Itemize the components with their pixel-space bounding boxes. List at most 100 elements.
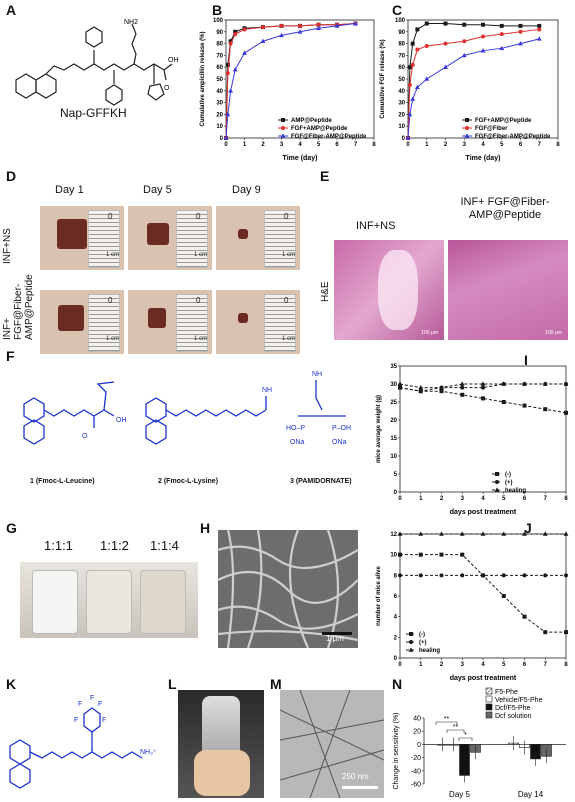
significance-mark: ** bbox=[453, 724, 459, 731]
wound bbox=[56, 219, 87, 249]
fmoc-structures: O OH NH NH HO–P P–OH ONa ONa bbox=[23, 371, 351, 446]
data-point bbox=[518, 29, 523, 34]
vial-1 bbox=[32, 570, 78, 634]
legend-label: AMP@Peptide bbox=[291, 118, 333, 124]
legend: AMP@Peptide FGF+AMP@Peptide FGF@Fiber-AMP@… bbox=[278, 118, 367, 140]
data-point bbox=[480, 48, 486, 53]
ratio-1: 1:1:1 bbox=[44, 538, 73, 553]
category-label: Day 14 bbox=[518, 790, 544, 799]
data-point bbox=[418, 389, 423, 394]
vial-3 bbox=[140, 570, 186, 634]
nap-gffkh-structure: NH2 OH O bbox=[15, 19, 179, 106]
significance-mark: * bbox=[464, 732, 467, 739]
x-tick-label: 3 bbox=[461, 496, 465, 502]
y-tick-label: 30 bbox=[216, 101, 223, 107]
legend-label: FGF+AMP@Peptide bbox=[291, 126, 348, 132]
x-tick-label: 5 bbox=[317, 142, 321, 148]
panel-label-i: I bbox=[524, 352, 528, 368]
x-tick-label: 1 bbox=[425, 142, 429, 148]
x-tick-label: 7 bbox=[544, 662, 548, 668]
he-scale-1: 100 μm bbox=[421, 330, 438, 336]
sem-image-h: 1 μm bbox=[218, 530, 358, 648]
ruler bbox=[176, 294, 208, 352]
legend-label: (+) bbox=[505, 480, 513, 486]
data-point bbox=[439, 531, 444, 536]
y-tick-label: 90 bbox=[216, 30, 223, 36]
ruler-unit-label: 1 cm bbox=[282, 336, 296, 342]
sem-h-scale: 1 μm bbox=[326, 634, 344, 643]
y-axis-label: Cumulative FGF release (%) bbox=[380, 39, 386, 118]
svg-text:ONa: ONa bbox=[290, 439, 305, 446]
significance-mark: ** bbox=[444, 716, 450, 723]
data-point bbox=[415, 27, 420, 32]
data-point bbox=[481, 34, 485, 39]
legend-marker bbox=[280, 133, 286, 138]
data-point bbox=[564, 573, 568, 578]
legend-swatch bbox=[485, 695, 493, 703]
wound-photo: 0 1 cm bbox=[216, 206, 300, 270]
y-axis-label: number of mice alive bbox=[376, 565, 382, 625]
ruler-unit-label: 1 cm bbox=[194, 336, 208, 342]
svg-text:HO–P: HO–P bbox=[286, 425, 305, 432]
data-point bbox=[418, 385, 424, 390]
y-tick-label: 0 bbox=[220, 136, 224, 142]
y-tick-label: 4 bbox=[394, 615, 398, 621]
ruler-unit-label: 1 cm bbox=[194, 252, 208, 258]
data-point bbox=[537, 23, 542, 28]
legend-swatch bbox=[485, 703, 493, 711]
panel-label-d: D bbox=[6, 168, 17, 184]
y-tick-label: -20 bbox=[411, 755, 421, 762]
x-tick-label: 4 bbox=[298, 142, 302, 148]
he-image-ns: 100 μm bbox=[334, 240, 444, 340]
row-label-inf-fgf: INF+ FGF@Fiber- AMP@Peptide bbox=[2, 274, 35, 340]
data-point bbox=[501, 400, 506, 404]
svg-text:F: F bbox=[78, 701, 82, 708]
data-point bbox=[460, 385, 465, 390]
x-tick-label: 6 bbox=[523, 662, 527, 668]
wound-photo: 0 1 cm bbox=[40, 290, 124, 354]
panel-label-m: M bbox=[270, 676, 282, 692]
y-tick-label: 6 bbox=[394, 594, 398, 600]
ruler-zero-label: 0 bbox=[108, 212, 113, 221]
day-5-label: Day 5 bbox=[143, 184, 172, 196]
data-point bbox=[418, 573, 423, 578]
data-point bbox=[543, 630, 548, 635]
data-point bbox=[518, 41, 523, 46]
data-point bbox=[225, 62, 230, 67]
data-point bbox=[564, 630, 568, 635]
tem-image-m: 250 nm bbox=[280, 690, 384, 798]
y-tick-label: 12 bbox=[390, 532, 397, 538]
data-point bbox=[279, 23, 284, 28]
x-tick-label: 6 bbox=[523, 496, 527, 502]
y-tick-label: 2 bbox=[394, 635, 398, 641]
svg-text:NH₃⁺: NH₃⁺ bbox=[140, 749, 157, 756]
y-tick-label: -60 bbox=[411, 782, 421, 789]
data-point bbox=[543, 407, 548, 412]
series-line bbox=[400, 554, 566, 633]
legend: FGF+AMP@Peptide FGF@Fiber FGF@Fiber-AMP@Pe… bbox=[462, 118, 551, 140]
data-point bbox=[439, 385, 444, 390]
legend: (-) (+) healing bbox=[406, 632, 440, 654]
data-point bbox=[260, 38, 266, 44]
svg-text:O: O bbox=[82, 433, 88, 440]
x-tick-label: 3 bbox=[280, 142, 284, 148]
legend-label: (+) bbox=[419, 640, 427, 646]
ruler-zero-label: 0 bbox=[108, 296, 113, 305]
tem-fibers-m bbox=[280, 690, 384, 798]
svg-text:NH: NH bbox=[312, 371, 322, 378]
y-tick-label: 20 bbox=[413, 729, 421, 736]
legend: (-) (+) healing bbox=[492, 472, 526, 494]
y-tick-label: 10 bbox=[390, 553, 397, 559]
panel-label-c: C bbox=[392, 2, 403, 18]
data-point bbox=[499, 32, 504, 37]
x-tick-label: 2 bbox=[261, 142, 265, 148]
data-point bbox=[279, 32, 284, 38]
y-tick-label: 50 bbox=[216, 77, 223, 83]
x-tick-label: 1 bbox=[419, 662, 423, 668]
svg-text:O: O bbox=[164, 85, 170, 92]
data-point bbox=[542, 381, 548, 386]
data-point bbox=[410, 62, 415, 67]
ruler-zero-label: 0 bbox=[284, 296, 289, 305]
svg-text:F: F bbox=[98, 701, 102, 708]
